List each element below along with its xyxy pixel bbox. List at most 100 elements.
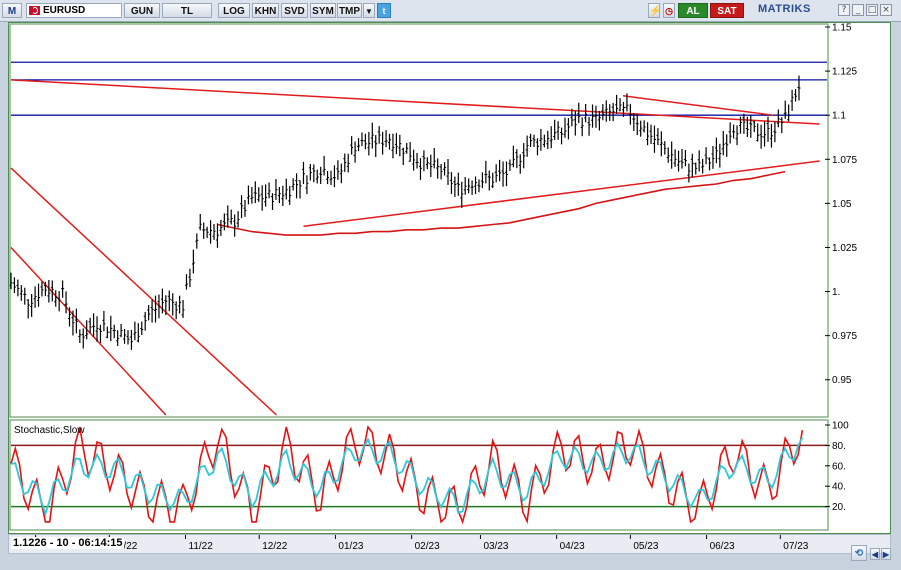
ohlc-bar [374, 135, 378, 158]
time-tick-label: 07/23 [783, 541, 808, 552]
ohlc-bar [209, 220, 213, 244]
dropdown-arrow-icon[interactable]: ▼ [363, 3, 375, 18]
ohlc-bar [229, 209, 233, 225]
ohlc-bar [343, 153, 347, 172]
ohlc-bar [16, 279, 20, 297]
ohlc-bar [453, 176, 457, 197]
flag-icon [29, 6, 40, 15]
ohlc-bar [690, 153, 694, 178]
ohlc-bar [33, 286, 37, 308]
ohlc-bar [391, 133, 395, 159]
price-panel [9, 23, 829, 418]
ohlc-bar [174, 301, 178, 320]
maximize-icon[interactable]: □ [866, 4, 878, 16]
ohlc-bar [666, 147, 670, 163]
time-tick-label: 10/22 [112, 541, 137, 552]
flash-icon[interactable]: ⚡ [648, 3, 661, 18]
ohlc-bar [47, 280, 51, 303]
ohlc-bar [50, 280, 54, 302]
ohlc-bar [759, 124, 763, 149]
sym-button[interactable]: SYM [310, 3, 336, 18]
period-daily-button[interactable]: GUN [124, 3, 160, 18]
ohlc-bar [246, 185, 250, 205]
twitter-icon[interactable]: t [377, 3, 391, 18]
ohlc-bar [494, 164, 498, 183]
ohlc-bar [649, 124, 653, 145]
ohlc-bar [136, 323, 140, 343]
ohlc-bar [370, 122, 374, 149]
refresh-icon[interactable]: ⟲ [851, 545, 867, 561]
ohlc-bar [439, 163, 443, 180]
svd-button[interactable]: SVD [281, 3, 308, 18]
ohlc-bar [267, 182, 271, 199]
scroll-right-icon[interactable]: ▶ [881, 548, 891, 560]
ohlc-bar [350, 136, 354, 155]
ohlc-bar [491, 172, 495, 189]
ohlc-bar [652, 125, 656, 153]
ohlc-bar [326, 170, 330, 185]
ohlc-bar [61, 280, 65, 298]
ohlc-bar [611, 102, 615, 122]
time-tick-label: 05/23 [633, 541, 658, 552]
ohlc-bar [81, 328, 85, 349]
ohlc-bar [584, 103, 588, 123]
ohlc-bar [656, 128, 660, 146]
ohlc-bar [157, 294, 161, 319]
ohlc-bar [353, 141, 357, 163]
ohlc-bar [639, 120, 643, 137]
ohlc-bar [19, 285, 23, 301]
ohlc-bar [429, 154, 433, 178]
ohlc-bar [776, 109, 780, 128]
alarm-icon[interactable]: ◷ [663, 3, 675, 18]
ohlc-bar [250, 186, 254, 204]
ohlc-bar [646, 122, 650, 146]
ohlc-bar [116, 330, 120, 346]
ohlc-bar [436, 158, 440, 179]
ohlc-bar [615, 94, 619, 114]
tmp-button[interactable]: TMP [337, 3, 362, 18]
ohlc-bar [515, 149, 519, 169]
ohlc-bar [195, 233, 199, 249]
trendline-1 [10, 167, 277, 416]
ohlc-bar [412, 149, 416, 171]
ohlc-bar [271, 193, 275, 210]
currency-tl-button[interactable]: TL [162, 3, 212, 18]
chart-canvas[interactable]: 1.15 1.125 1.1 1.075 1.05 1.025 1. 0.975 0.95 10… [9, 23, 890, 533]
symbol-field[interactable]: EURUSD [26, 3, 122, 18]
ohlc-bar [40, 281, 44, 297]
price-tick-label: 1.025 [832, 243, 857, 254]
khn-button[interactable]: KHN [252, 3, 279, 18]
ohlc-bar [277, 186, 281, 204]
chart-area[interactable]: 1.15 1.125 1.1 1.075 1.05 1.025 1. 0.975 0.95 10… [8, 22, 891, 534]
trendline-4 [622, 95, 774, 116]
scroll-left-icon[interactable]: ◀ [870, 548, 880, 560]
ohlc-bar [721, 130, 725, 156]
buy-button[interactable]: AL [678, 3, 708, 18]
ohlc-bar [54, 290, 58, 307]
ohlc-bar [92, 313, 96, 337]
symbol-label: EURUSD [43, 5, 86, 16]
ohlc-bar [525, 135, 529, 157]
sell-button[interactable]: SAT [710, 3, 744, 18]
ohlc-bar [408, 142, 412, 162]
logo-button[interactable]: M [2, 3, 22, 18]
ohlc-bar [766, 116, 770, 142]
ohlc-bar [745, 116, 749, 137]
ohlc-bar [126, 330, 130, 345]
help-icon[interactable]: ? [838, 4, 850, 16]
ohlc-bar [635, 113, 639, 136]
minimize-icon[interactable]: _ [852, 4, 864, 16]
ohlc-bar [140, 321, 144, 336]
close-icon[interactable]: × [880, 4, 892, 16]
moving-average-line [217, 170, 786, 236]
ohlc-bar [74, 308, 78, 334]
ohlc-bar [449, 172, 453, 194]
ohlc-bar [143, 311, 147, 331]
log-scale-button[interactable]: LOG [218, 3, 250, 18]
price-tick-label: 1.05 [832, 199, 852, 210]
ohlc-bar [112, 324, 116, 339]
ohlc-bar [191, 249, 195, 274]
ohlc-bar [608, 104, 612, 121]
ohlc-bar [642, 120, 646, 133]
